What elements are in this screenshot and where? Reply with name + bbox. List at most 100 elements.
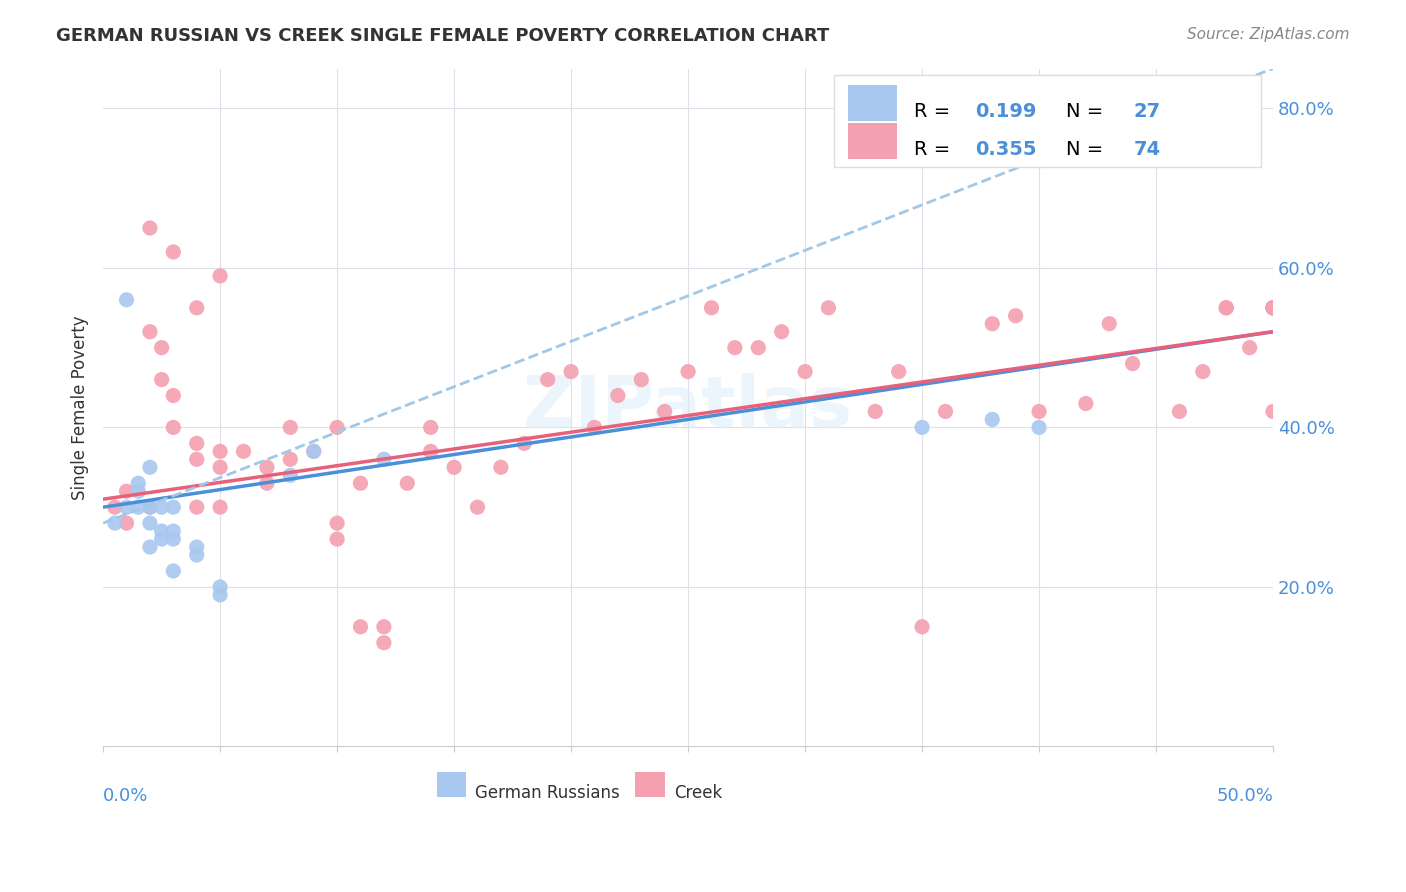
Point (162, 244, 184, 259)
Point (162, 532, 184, 546)
Text: N =: N = (1066, 102, 1109, 120)
Text: 74: 74 (1133, 140, 1161, 159)
Text: R =: R = (914, 140, 956, 159)
Point (1261, 301, 1284, 315)
Point (162, 420, 184, 434)
Point (1168, 404, 1191, 418)
Point (139, 540, 162, 554)
Point (256, 460, 278, 475)
Point (887, 365, 910, 379)
Point (162, 524, 184, 538)
Text: ZIPatlas: ZIPatlas (523, 373, 853, 442)
Text: German Russians: German Russians (475, 784, 620, 803)
Point (1028, 404, 1050, 418)
Bar (636, 772, 665, 797)
Point (630, 373, 652, 387)
Point (139, 325, 162, 339)
Point (186, 436, 208, 450)
Bar (848, 123, 897, 159)
Point (186, 500, 208, 515)
Point (654, 404, 676, 418)
Point (209, 460, 232, 475)
Point (1261, 301, 1284, 315)
Point (724, 341, 747, 355)
Point (419, 444, 441, 458)
Point (278, 452, 301, 467)
Point (1098, 317, 1121, 331)
Point (537, 373, 560, 387)
Point (302, 444, 325, 458)
Point (373, 636, 395, 650)
Point (302, 444, 325, 458)
Point (373, 620, 395, 634)
Point (115, 516, 138, 530)
Point (349, 476, 371, 491)
Point (232, 444, 254, 458)
Point (1028, 420, 1050, 434)
Point (127, 476, 149, 491)
Text: 50.0%: 50.0% (1216, 787, 1272, 805)
Point (150, 532, 173, 546)
Point (1191, 365, 1213, 379)
Point (186, 548, 208, 562)
Text: 0.199: 0.199 (974, 102, 1036, 120)
Text: 27: 27 (1133, 102, 1161, 120)
Point (583, 420, 606, 434)
Point (747, 341, 769, 355)
Point (443, 460, 465, 475)
Point (794, 365, 817, 379)
Point (209, 588, 232, 602)
Text: R =: R = (914, 102, 956, 120)
Bar (848, 86, 897, 120)
FancyBboxPatch shape (834, 75, 1261, 167)
Point (162, 564, 184, 578)
Point (127, 500, 149, 515)
Point (349, 620, 371, 634)
Point (115, 484, 138, 499)
Point (1215, 301, 1237, 315)
Point (150, 524, 173, 538)
Point (560, 365, 582, 379)
Text: 0.355: 0.355 (974, 140, 1036, 159)
Point (1074, 396, 1097, 410)
Point (150, 373, 173, 387)
Point (489, 460, 512, 475)
Point (1004, 309, 1026, 323)
Text: Source: ZipAtlas.com: Source: ZipAtlas.com (1187, 27, 1350, 42)
Point (326, 532, 349, 546)
Point (278, 420, 301, 434)
Text: N =: N = (1066, 140, 1109, 159)
Point (911, 620, 934, 634)
Point (419, 420, 441, 434)
Point (139, 221, 162, 235)
Point (127, 484, 149, 499)
Point (209, 444, 232, 458)
Point (139, 516, 162, 530)
Point (865, 404, 887, 418)
Point (162, 500, 184, 515)
Point (770, 325, 793, 339)
Point (606, 388, 628, 402)
Point (396, 476, 419, 491)
Point (676, 365, 699, 379)
Point (139, 500, 162, 515)
Point (1239, 341, 1261, 355)
Point (139, 460, 162, 475)
Point (981, 412, 1004, 426)
Point (150, 500, 173, 515)
Point (326, 516, 349, 530)
Point (911, 420, 934, 434)
Point (115, 500, 138, 515)
Point (209, 500, 232, 515)
Point (326, 420, 349, 434)
Text: Creek: Creek (673, 784, 723, 803)
Point (150, 341, 173, 355)
Point (209, 580, 232, 594)
Bar (436, 772, 465, 797)
Point (1261, 301, 1284, 315)
Point (186, 540, 208, 554)
Text: 0.0%: 0.0% (103, 787, 149, 805)
Point (256, 476, 278, 491)
Point (115, 293, 138, 307)
Point (162, 388, 184, 402)
